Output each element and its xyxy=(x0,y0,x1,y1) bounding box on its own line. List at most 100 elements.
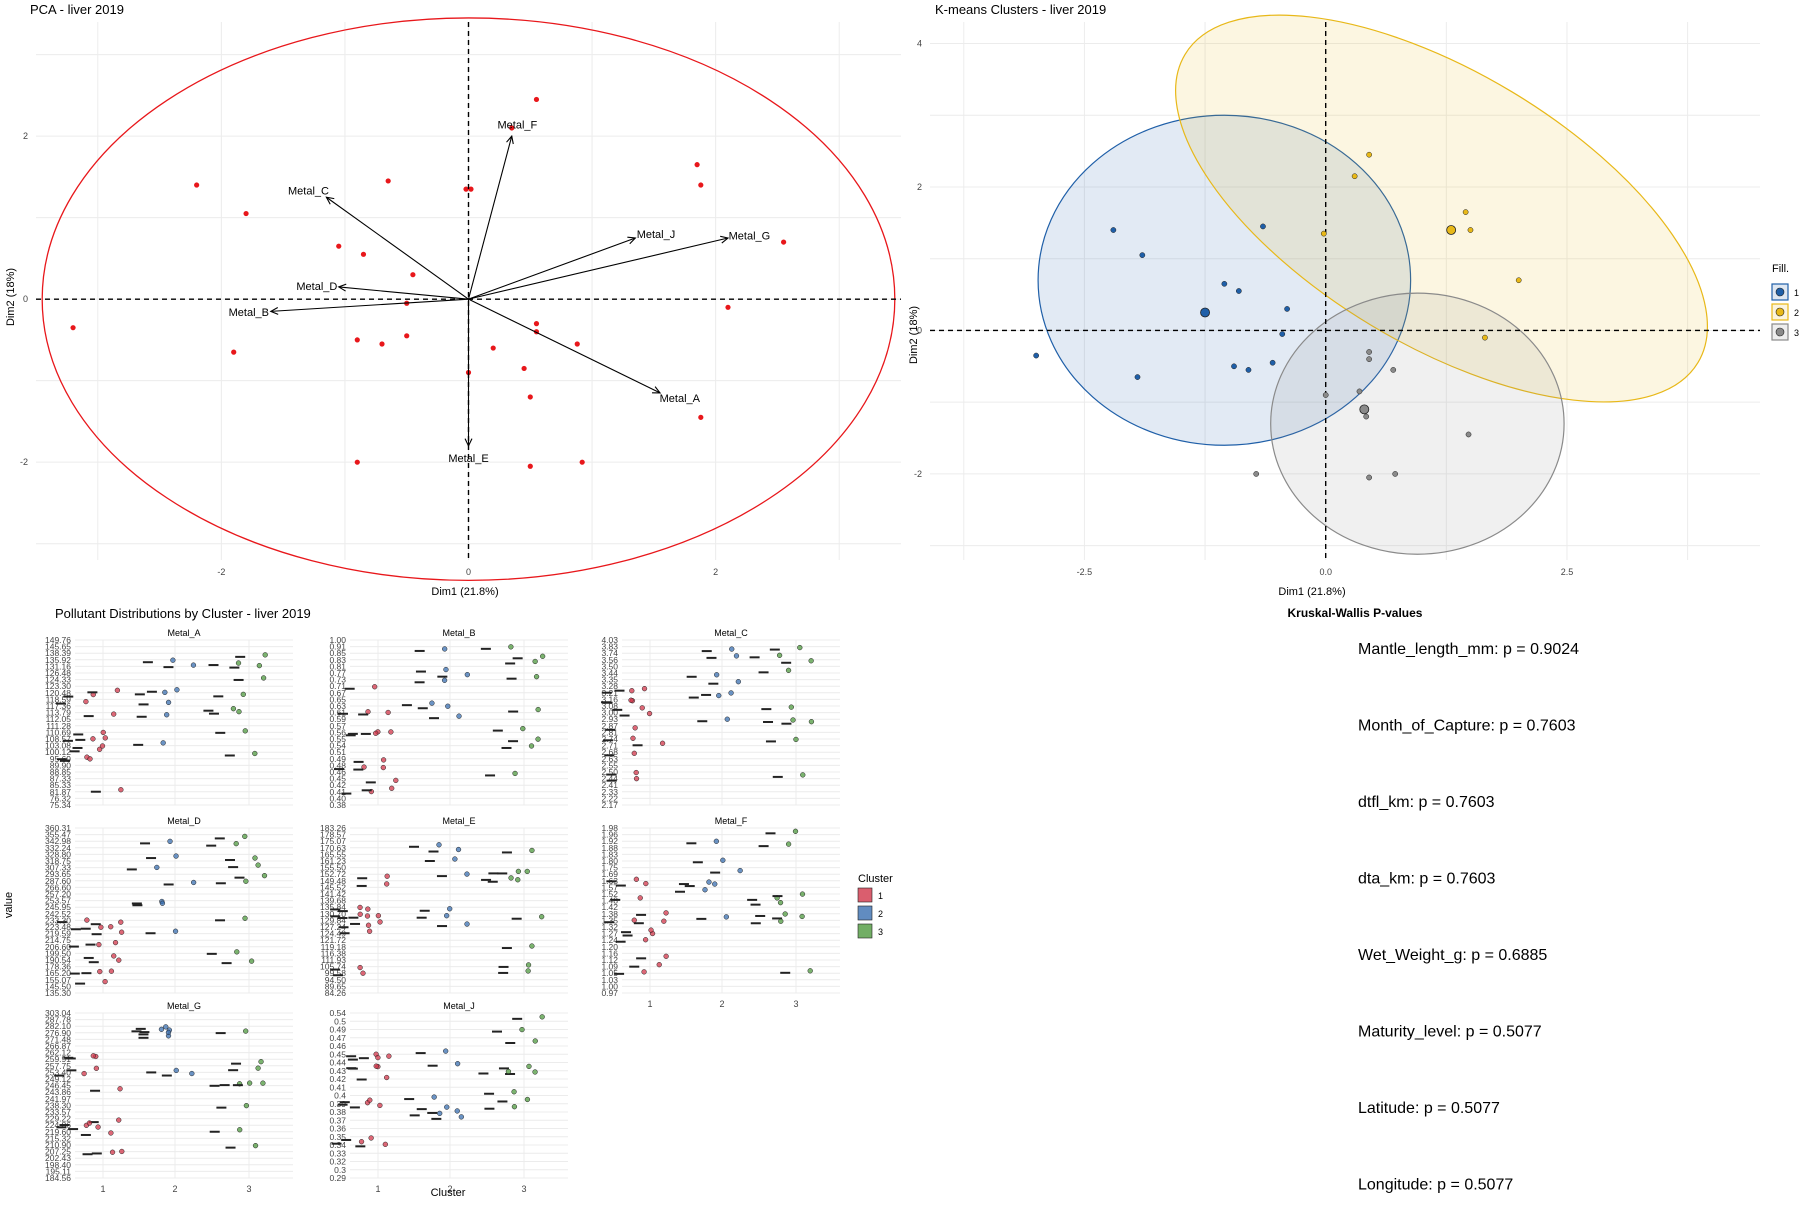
facet-point-cluster-3 xyxy=(799,913,805,920)
kmeans-point-cluster-1 xyxy=(1279,331,1286,337)
facet-y-tick-label: 138.39 xyxy=(45,648,71,658)
distributions-panel: Pollutant Distributions by Cluster - liv… xyxy=(3,606,893,1199)
facet-y-tick-label: 271.48 xyxy=(45,1034,71,1044)
facet-y-tick-label: 2.71 xyxy=(601,741,618,751)
facet-y-tick-label: 0.33 xyxy=(329,1148,346,1158)
pca-arrow-head xyxy=(627,236,637,245)
pca-point xyxy=(385,178,391,184)
facet-y-tick-label: 129.84 xyxy=(320,915,346,925)
facet-point-cluster-2 xyxy=(706,879,712,885)
facet-y-tick-label: 223.48 xyxy=(45,922,71,932)
facet-y-tick-label: 81.87 xyxy=(50,787,72,797)
kmeans-point-cluster-3 xyxy=(1366,356,1372,362)
facet-y-tick-label: 253.40 xyxy=(45,1067,71,1077)
facet-point-cluster-2 xyxy=(724,716,730,722)
facet-y-tick-label: 120.48 xyxy=(45,688,71,698)
facet-y-tick-label: 2.55 xyxy=(601,760,618,770)
kmeans-point-cluster-1 xyxy=(1245,367,1252,373)
facet-point-cluster-3 xyxy=(785,841,792,847)
facet-point-cluster-2 xyxy=(163,1024,169,1030)
facet-point-cluster-3 xyxy=(526,1063,532,1070)
pca-point xyxy=(574,341,580,347)
facet-y-tick-label: 0.65 xyxy=(329,694,346,704)
kruskal-item: dtfl_km: p = 0.7603 xyxy=(1358,794,1495,811)
kruskal-title: Kruskal-Wallis P-values xyxy=(1288,606,1423,620)
kmeans-panel: K-means Clusters - liver 2019 -2.5 0.0 2.5… xyxy=(908,2,1799,598)
facet-y-tick-label: 165.55 xyxy=(320,849,346,859)
facet-y-tick-label: 0.97 xyxy=(601,988,618,998)
facet-point-cluster-3 xyxy=(790,717,796,723)
facet-point-cluster-1 xyxy=(639,705,645,711)
kmeans-zero-axes xyxy=(930,22,1760,560)
kmeans-legend-dot-2 xyxy=(1775,307,1785,317)
facet-point-cluster-1 xyxy=(366,928,373,934)
facet-point-cluster-2 xyxy=(165,699,172,706)
facet-y-tick-label: 262.12 xyxy=(45,1048,71,1058)
facet-point-cluster-3 xyxy=(525,968,531,974)
facet-y-tick-label: 266.60 xyxy=(45,882,71,892)
facet-point-cluster-1 xyxy=(116,1117,122,1123)
facet-y-tick-label: 119.18 xyxy=(321,942,347,952)
facet-point-cluster-2 xyxy=(189,1070,195,1077)
facet-y-tick-label: 215.32 xyxy=(45,1133,71,1143)
facet-point-cluster-1 xyxy=(375,1054,381,1061)
facet-y-tick-label: 139.68 xyxy=(320,896,346,906)
facet-y-tick-label: 76.32 xyxy=(50,793,72,803)
facet-point-cluster-2 xyxy=(429,700,435,706)
pca-arrow-label: Metal_A xyxy=(660,393,701,405)
pca-point xyxy=(579,459,585,465)
pca-arrow-head xyxy=(325,196,335,205)
kmeans-point-cluster-2 xyxy=(1351,173,1358,180)
facet-point-cluster-1 xyxy=(368,1135,374,1141)
facet-point-cluster-1 xyxy=(81,1070,87,1077)
facet-point-cluster-2 xyxy=(454,1108,460,1114)
kmeans-legend-label-3: 3 xyxy=(1794,328,1799,338)
facet-Metal_F: Metal_F 1.981.961.921.881.831.801.751.69 1… xyxy=(601,816,840,1009)
pca-point xyxy=(527,394,533,400)
facet-point-cluster-3 xyxy=(520,725,526,732)
facet-y-tick-label: 3.28 xyxy=(601,681,618,691)
pca-point xyxy=(354,337,360,343)
facet-y-tick-label: 0.49 xyxy=(329,1025,346,1035)
facet-Metal_B: Metal_B1.000.910.850.830.810.770.730.710… xyxy=(329,628,568,810)
kmeans-point-cluster-2 xyxy=(1462,209,1469,215)
facet-y-tick-label: 257.20 xyxy=(45,889,71,899)
facet-point-cluster-2 xyxy=(160,740,166,746)
facet-point-cluster-1 xyxy=(361,764,367,770)
facet-point-cluster-3 xyxy=(512,770,518,777)
facet-point-cluster-3 xyxy=(524,868,530,875)
kmeans-x-tick-label: 2.5 xyxy=(1561,567,1574,577)
pca-arrow-head xyxy=(506,134,514,145)
facet-y-tick-label: 1.96 xyxy=(601,830,618,840)
facet-y-tick-label: 135.84 xyxy=(320,902,346,912)
pca-x-tick-label: -2 xyxy=(217,567,225,577)
facet-point-cluster-1 xyxy=(86,1120,93,1126)
facet-point-cluster-2 xyxy=(733,653,740,659)
facet-y-tick-label: 0.36 xyxy=(329,1124,346,1134)
facet-point-cluster-1 xyxy=(632,725,638,731)
facet-point-cluster-2 xyxy=(713,838,720,844)
facet-y-tick-label: 282.10 xyxy=(45,1021,71,1031)
facet-point-cluster-2 xyxy=(447,906,453,912)
facet-point-cluster-1 xyxy=(365,709,371,715)
pca-x-tick-label: 2 xyxy=(713,567,718,577)
facet-y-tick-label: 84.26 xyxy=(325,988,347,998)
facet-point-cluster-2 xyxy=(737,867,743,874)
facet-y-tick-label: 2.22 xyxy=(601,793,618,803)
facet-y-tick-label: 199.50 xyxy=(45,948,71,958)
distributions-legend-key-2 xyxy=(857,905,873,921)
pca-arrow-label: Metal_D xyxy=(296,281,337,293)
kmeans-point-cluster-3 xyxy=(1366,474,1372,481)
kruskal-item: Maturity_level: p = 0.5077 xyxy=(1358,1024,1542,1041)
pca-y-axis-label: Dim2 (18%) xyxy=(5,268,17,326)
facet-y-tick-label: 131.16 xyxy=(45,661,71,671)
facet-point-cluster-3 xyxy=(793,736,799,743)
facet-Metal_C: Metal_C 4.033.833.743.563.503.443.353.28 3… xyxy=(601,628,840,810)
facet-point-cluster-3 xyxy=(799,891,806,897)
facet-point-cluster-2 xyxy=(165,1029,172,1036)
facet-point-cluster-3 xyxy=(252,750,258,757)
facet-y-tick-label: 276.90 xyxy=(45,1028,71,1038)
facet-point-cluster-2 xyxy=(442,646,448,652)
facet-y-tick-label: 135.30 xyxy=(45,988,71,998)
facet-y-tick-label: 3.16 xyxy=(601,694,618,704)
